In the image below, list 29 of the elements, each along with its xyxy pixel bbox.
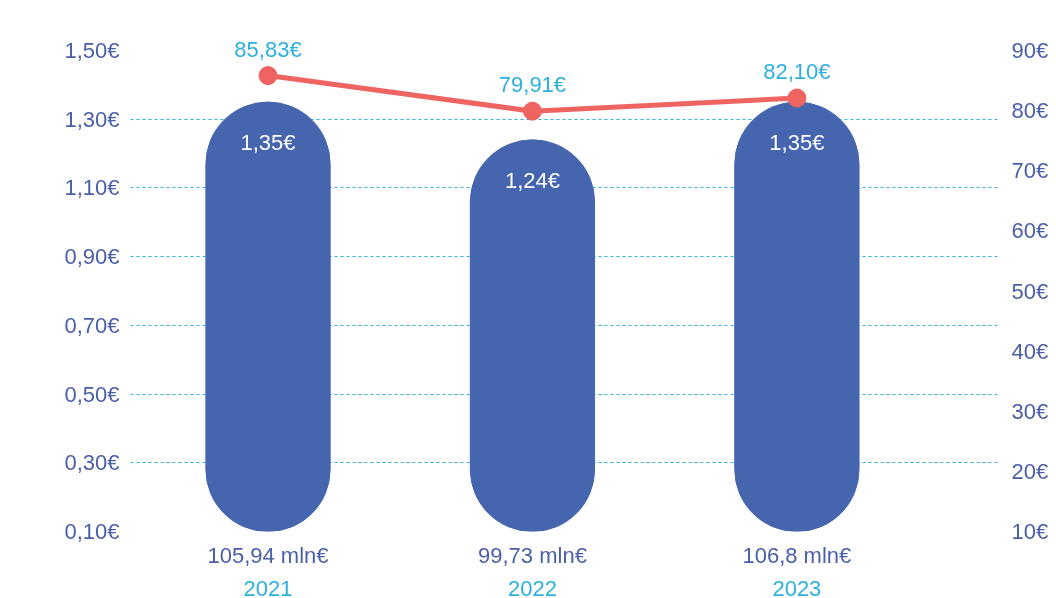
y2-tick-label: 90€	[1011, 38, 1049, 63]
y2-tick-label: 40€	[1011, 338, 1049, 364]
y-tick-label: 1,50€	[64, 38, 120, 63]
y-tick-label: 1,10€	[64, 175, 120, 201]
text: 105,94 mln€	[207, 542, 329, 568]
text: 99,73 mln€	[478, 542, 587, 568]
y2-tick-label: 50€	[1011, 278, 1049, 304]
y2-tick-label: 30€	[1011, 398, 1049, 424]
y-tick-label: 0,10€	[64, 519, 120, 544]
data-label: 85,83€	[234, 36, 302, 62]
text: 106,8 mln€	[742, 542, 852, 568]
y2-tick-label: 60€	[1011, 218, 1049, 244]
x-tick-label: 2023	[772, 575, 822, 598]
y-tick-label: 0,50€	[64, 381, 120, 407]
y2-tick-label: 80€	[1011, 98, 1049, 124]
y-tick-label: 0,30€	[64, 450, 120, 476]
x-tick-label: 2021	[243, 575, 293, 598]
y2-tick-label: 20€	[1011, 458, 1049, 484]
y-tick-label: 1,30€	[64, 106, 120, 132]
data-label: 1,35€	[240, 130, 296, 156]
data-label: 1,24€	[504, 168, 560, 194]
y2-tick-label: 10€	[1011, 519, 1049, 544]
y-tick-label: 0,70€	[64, 312, 120, 338]
data-label: 1,35€	[769, 130, 825, 156]
data-label: 82,10€	[763, 59, 831, 84]
x-tick-label: 2022	[507, 575, 557, 598]
y2-tick-label: 70€	[1011, 158, 1049, 184]
y-tick-label: 0,90€	[64, 244, 120, 270]
data-label: 79,91€	[498, 72, 567, 98]
